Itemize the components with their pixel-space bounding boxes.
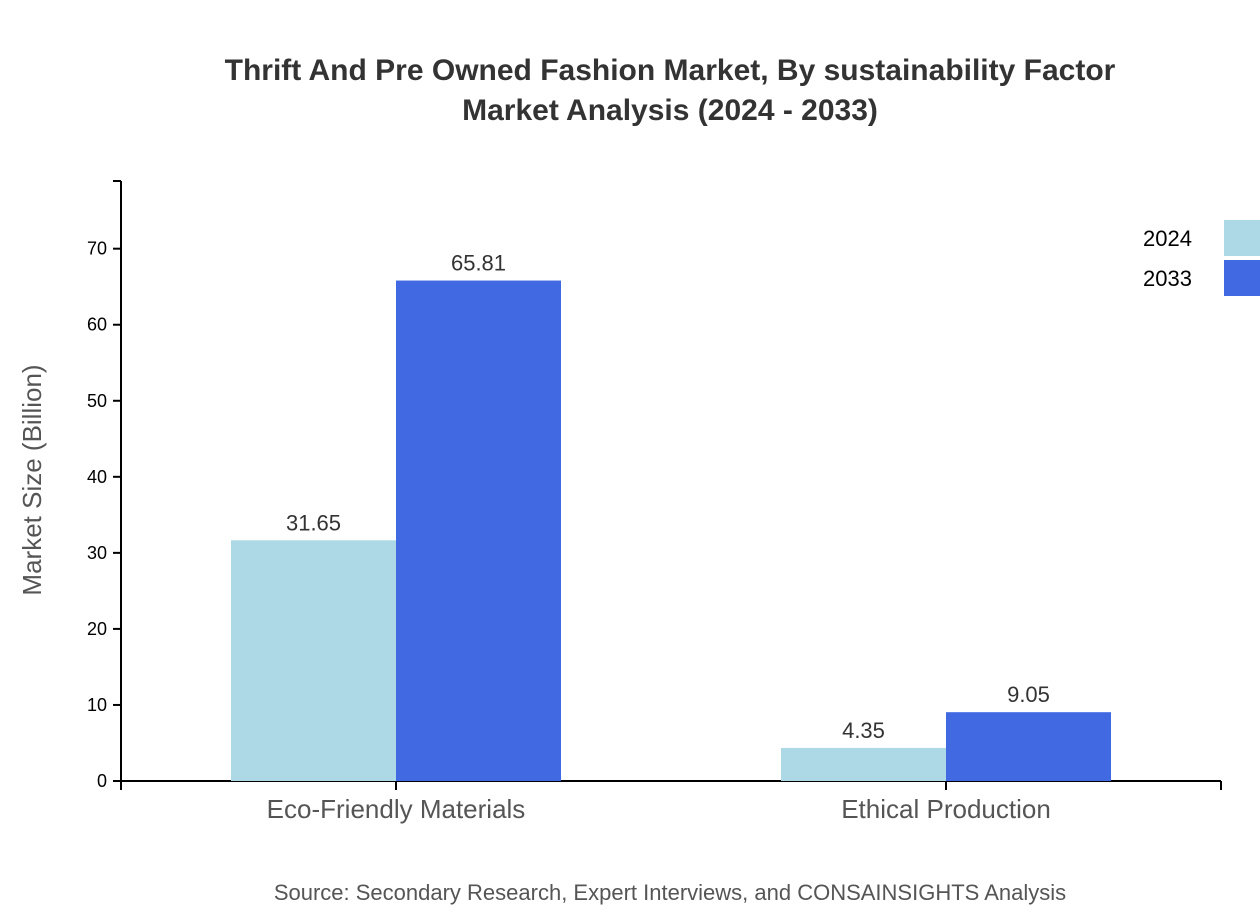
y-tick-label: 50 bbox=[87, 391, 107, 411]
source-note: Source: Secondary Research, Expert Inter… bbox=[274, 880, 1066, 905]
legend-swatch-2033 bbox=[1224, 260, 1260, 296]
y-tick-label: 0 bbox=[97, 771, 107, 791]
y-tick-label: 40 bbox=[87, 467, 107, 487]
data-label: 9.05 bbox=[1007, 682, 1050, 707]
legend-swatch-2024 bbox=[1224, 220, 1260, 256]
data-label: 31.65 bbox=[286, 510, 341, 535]
legend-label: 2033 bbox=[1143, 266, 1192, 291]
data-label: 4.35 bbox=[842, 718, 885, 743]
y-tick-label: 20 bbox=[87, 619, 107, 639]
chart-title: Thrift And Pre Owned Fashion Market, By … bbox=[225, 54, 1116, 87]
bar-2033 bbox=[946, 712, 1111, 781]
legend-label: 2024 bbox=[1143, 226, 1192, 251]
y-axis-label: Market Size (Billion) bbox=[17, 364, 47, 595]
bar-2024 bbox=[231, 540, 396, 781]
y-tick-label: 30 bbox=[87, 543, 107, 563]
x-tick-label: Ethical Production bbox=[841, 794, 1051, 824]
bar-2033 bbox=[396, 280, 561, 781]
x-tick-label: Eco-Friendly Materials bbox=[267, 794, 526, 824]
data-label: 65.81 bbox=[451, 251, 506, 276]
chart-subtitle: Market Analysis (2024 - 2033) bbox=[462, 94, 878, 127]
bar-2024 bbox=[781, 747, 946, 781]
y-tick-label: 10 bbox=[87, 695, 107, 715]
y-tick-label: 60 bbox=[87, 315, 107, 335]
y-tick-label: 70 bbox=[87, 239, 107, 259]
